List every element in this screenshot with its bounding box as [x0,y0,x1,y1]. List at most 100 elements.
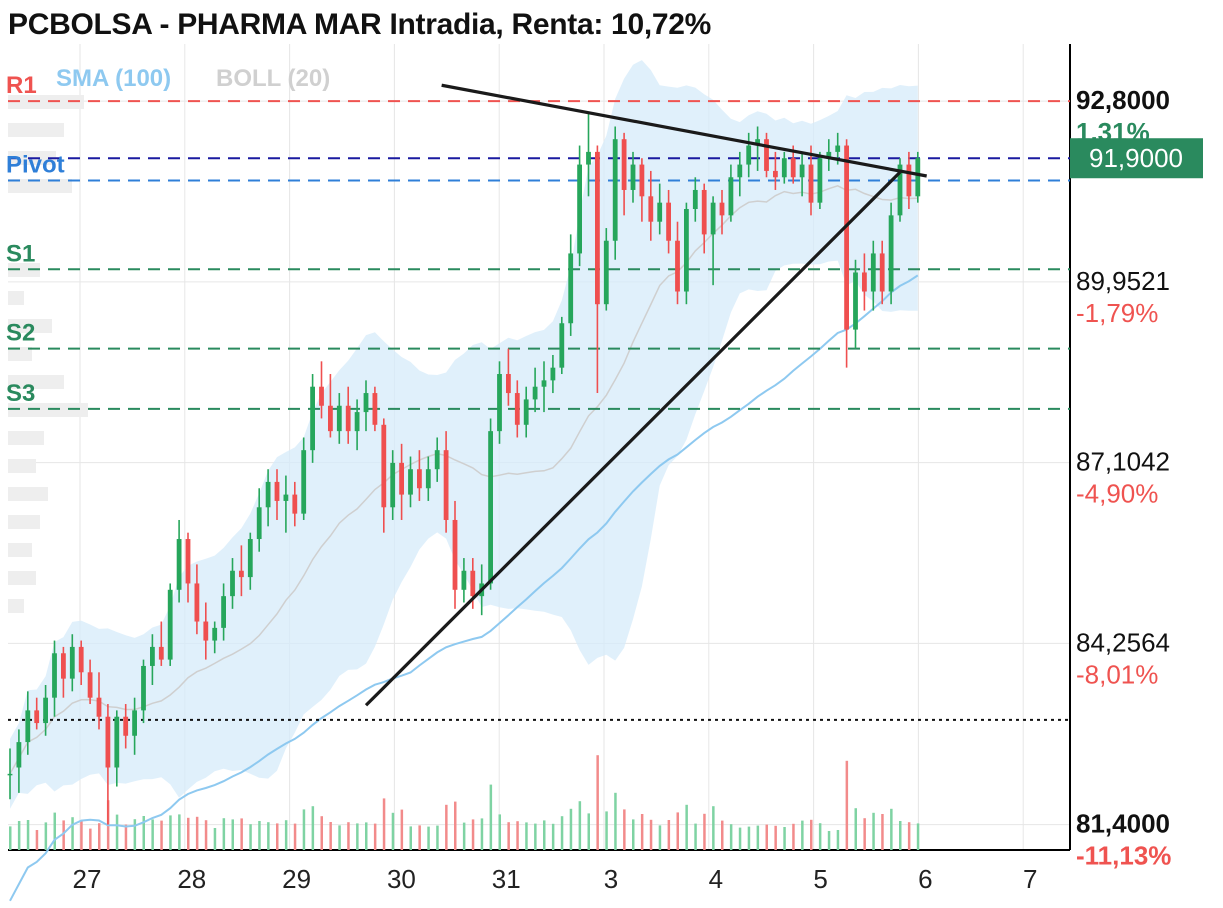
bollinger-band-area [10,60,918,809]
candle-body [621,139,627,190]
date-tick-label: 29 [282,864,311,894]
volume-bar [560,816,564,850]
volume-bar [293,823,297,850]
candle-body [87,672,93,698]
candle-body [328,405,333,432]
volume-bar [818,823,822,850]
volume-bar [783,827,786,850]
volume-bar [471,819,475,850]
candle-body [345,405,351,432]
volume-bar [632,819,635,850]
volume-profile-bar [8,123,64,137]
volume-bar [649,819,653,850]
volume-profile-bar [8,543,32,557]
volume-bar [258,821,261,850]
candle-body [434,450,440,470]
candle-body [488,431,493,584]
candle-body [150,646,155,666]
candle-body [336,405,342,432]
volume-bar [160,820,163,850]
price-tick-pct: -8,01% [1076,659,1158,689]
candle-body [16,742,22,768]
candle-body [710,202,716,235]
volume-bar [685,804,688,850]
date-tick-label: 6 [918,864,932,894]
candle-body [105,716,111,768]
candle-body [746,145,752,165]
volume-profile-bar [8,571,36,585]
candle-body [52,653,57,698]
candle-body [283,494,289,501]
volume-bar [569,808,573,850]
volume-bar [827,831,831,850]
volume-profile-bar [8,431,44,445]
volume-profile-bar [8,459,36,473]
candle-body [372,393,378,425]
candle-body [497,374,502,432]
candle-body [577,164,582,254]
volume-bar [872,812,875,850]
candle-body [532,386,538,400]
volume-bar [365,822,368,850]
volume-bar [133,819,137,850]
candle-body [461,570,467,590]
candle-body [132,710,137,736]
date-tick-label: 27 [73,864,102,894]
candle-body [870,253,876,292]
volume-bar [721,820,724,850]
volume-bar [667,820,671,850]
level-label: S3 [6,380,35,407]
price-tick-pct: -1,79% [1076,298,1158,328]
candle-body [648,196,654,222]
volume-bar [169,815,172,850]
volume-bar [53,812,56,850]
candle-body [417,469,422,489]
candle-body [194,583,200,622]
candle-body [43,697,48,724]
candle-body [879,253,885,292]
candle-body [230,570,235,597]
volume-bar [436,825,439,850]
candle-body [790,158,796,178]
candle-body [203,621,209,641]
volume-bar [329,822,332,850]
candle-body [781,158,787,178]
volume-bar [89,828,92,850]
candle-body [390,462,396,508]
candle-body [844,145,849,330]
volume-bar [115,814,119,850]
candle-body [862,272,867,292]
volume-bar [703,813,706,850]
volume-bar [142,816,145,850]
candle-body [915,158,921,197]
candle-body [185,539,191,584]
date-tick-label: 31 [492,864,521,894]
candle-body [319,386,324,406]
volume-bar [863,818,866,850]
candle-body [630,164,636,190]
volume-bar [605,811,608,850]
volume-bar [400,809,404,850]
sma-100-line [9,274,919,902]
volume-bar [382,798,386,850]
candle-body [897,164,903,216]
volume-bar [738,827,742,850]
candle-body [550,367,556,381]
volume-bar [845,760,849,850]
candle-body [114,716,120,768]
price-tick-pct: -11,13% [1076,841,1171,871]
volume-bar [249,824,252,850]
candle-body [835,145,841,152]
volume-bar [729,824,733,850]
volume-profile-bar [8,347,32,361]
volume-bar [9,826,12,850]
volume-bar [890,808,893,850]
volume-bar [356,823,359,850]
volume-bar [551,823,555,850]
candle-body [256,507,262,540]
volume-bar [587,813,590,850]
candle-body [78,646,84,673]
price-tick-pct: -4,90% [1076,479,1158,509]
volume-bar [899,821,902,850]
volume-bar [614,792,617,850]
